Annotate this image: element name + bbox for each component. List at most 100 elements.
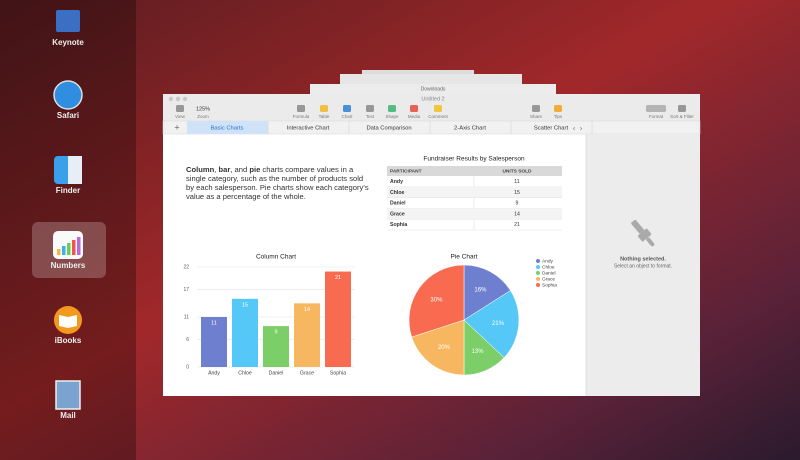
chart-title: Column Chart (256, 254, 296, 261)
app-label: Keynote (52, 38, 84, 47)
finder-half (68, 156, 82, 184)
window-title: Untitled 2 (421, 96, 444, 102)
legend-label: Daniel (542, 270, 556, 276)
pie-value-label: 30% (430, 298, 443, 304)
toolbar-label[interactable]: Table (319, 114, 330, 119)
tab-label[interactable]: Basic Charts (211, 126, 244, 132)
toolbar-label[interactable]: Zoom (197, 114, 209, 119)
tab-scroll[interactable]: › (580, 125, 583, 132)
body-text-line: value as a percentage of the whole. (186, 192, 306, 201)
toolbar-label[interactable]: Format (649, 114, 664, 119)
body-text-part: , (214, 165, 218, 174)
toolbar-icon[interactable] (678, 105, 686, 112)
bar (263, 326, 289, 367)
legend-label: Andy (542, 258, 554, 264)
body-text-part: , and (230, 165, 249, 174)
toolbar-label[interactable]: Formula (293, 114, 310, 119)
app-icon[interactable] (56, 10, 80, 32)
toolbar-label[interactable]: Sort & Filter (670, 114, 694, 119)
toolbar-label[interactable]: View (175, 114, 185, 119)
background-window-title: Downloads (421, 86, 446, 92)
zoom-value[interactable]: 125% (196, 106, 210, 112)
zoom-button[interactable] (182, 96, 188, 102)
tab-label[interactable]: 2-Axis Chart (454, 126, 486, 132)
body-text-part: Column (186, 165, 215, 174)
table-header: UNITS SOLD (502, 168, 532, 174)
table-title: Fundraiser Results by Salesperson (423, 156, 525, 163)
bar (201, 317, 227, 367)
minimize-button[interactable] (175, 96, 181, 102)
brush-icon (631, 219, 655, 247)
toolbar-icon[interactable] (410, 105, 418, 112)
numbers-window: Untitled 2 + Nothing selected. Select an… (162, 94, 701, 396)
app-icon-bar (77, 237, 81, 255)
table-header: PARTICIPANT (390, 168, 422, 174)
toolbar-icon[interactable] (343, 105, 351, 112)
x-tick-label: Grace (300, 370, 314, 376)
legend-label: Sophia (542, 282, 557, 288)
inspector (586, 134, 700, 396)
y-tick-label: 11 (184, 314, 189, 320)
app-label: Safari (57, 111, 79, 120)
toolbar-icon[interactable] (388, 105, 396, 112)
toolbar-label[interactable]: Tips (554, 114, 563, 119)
body-text-line: by each salesperson. Pie charts show eac… (186, 183, 369, 192)
background-window (340, 74, 522, 84)
toolbar-icon[interactable] (320, 105, 328, 112)
tab-label[interactable]: Interactive Chart (287, 126, 330, 132)
app-icon-bar (67, 243, 71, 255)
body-text-line: single category, such as the number of p… (186, 174, 363, 183)
bar-value-label: 14 (304, 307, 310, 313)
book (59, 315, 77, 328)
tab-label[interactable]: Scatter Chart (534, 126, 569, 132)
toolbar-label[interactable]: Share (530, 114, 543, 119)
y-tick-label: 22 (183, 264, 189, 270)
chart-title: Pie Chart (450, 254, 477, 261)
tab-scroll[interactable]: ‹ (573, 125, 576, 132)
table-cell: 9 (516, 201, 519, 207)
background-window (310, 84, 556, 94)
tab-bar (162, 120, 701, 135)
toolbar-label[interactable]: Shape (385, 114, 399, 119)
legend-label: Chloe (542, 264, 555, 270)
table-cell: 21 (514, 222, 520, 228)
table-cell: Grace (390, 211, 405, 217)
table-header-row (387, 166, 562, 176)
pie-slice (463, 290, 520, 359)
body-text-part: charts compare values in a (260, 165, 354, 174)
toolbar-icon[interactable] (532, 105, 540, 112)
active-tab (187, 121, 268, 134)
bar-value-label: 9 (274, 330, 277, 336)
pie-value-label: 16% (474, 288, 487, 294)
inspector-title: Nothing selected. (620, 256, 666, 262)
toolbar-icon[interactable] (297, 105, 305, 112)
toolbar-label[interactable]: Text (366, 114, 375, 119)
table-cell: 11 (514, 179, 519, 185)
toolbar-icon[interactable] (176, 105, 184, 112)
toolbar-label[interactable]: Chart (341, 114, 353, 119)
x-tick-label: Chloe (238, 370, 252, 376)
toolbar-icon[interactable] (366, 105, 374, 112)
toolbar-label[interactable]: Comment (428, 114, 448, 119)
tab-label[interactable]: Data Comparison (366, 126, 411, 132)
app-label: iBooks (55, 336, 82, 345)
body-text-part: pie (249, 165, 260, 174)
toolbar-icon[interactable] (554, 105, 562, 112)
toolbar-label[interactable]: Media (408, 114, 421, 119)
add-sheet[interactable]: + (174, 122, 179, 132)
table-cell: Chloe (390, 190, 405, 196)
toolbar-icon[interactable] (646, 105, 666, 112)
table-cell: 15 (514, 190, 520, 196)
close-button[interactable] (168, 96, 174, 102)
app-icon-bar (57, 249, 61, 255)
toolbar-icon[interactable] (434, 105, 442, 112)
bar-value-label: 15 (242, 302, 248, 308)
table-row-stripe (387, 208, 562, 220)
app-icon[interactable] (55, 380, 81, 410)
toolbar (163, 94, 700, 121)
app-icon[interactable] (53, 80, 83, 110)
app-icon-bar (62, 246, 66, 255)
pie-value-label: 13% (472, 349, 485, 355)
